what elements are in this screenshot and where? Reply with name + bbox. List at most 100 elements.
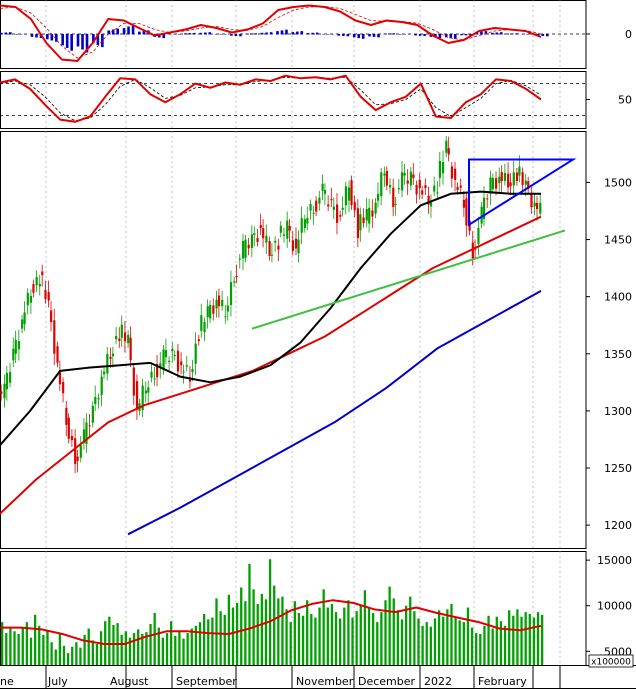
candle-body — [323, 190, 327, 194]
macd-histogram-bar — [460, 34, 463, 36]
volume-bar — [285, 609, 288, 665]
macd-histogram-bar — [92, 34, 95, 43]
volume-bar — [91, 640, 94, 665]
candle-body — [79, 445, 82, 458]
volume-bar — [536, 612, 540, 665]
candle-body — [312, 212, 315, 214]
panel-frame-price — [0, 131, 587, 549]
candle-body — [182, 371, 185, 373]
volume-bar — [268, 559, 272, 665]
volume-bar — [429, 626, 433, 665]
candle-body — [524, 180, 527, 185]
candle-body — [442, 162, 445, 174]
candle-body — [5, 372, 9, 390]
stochastic-panel — [0, 74, 586, 123]
volume-bar — [462, 622, 465, 665]
candle-body — [194, 343, 197, 364]
candle-body — [144, 390, 147, 394]
macd-histogram-bar — [526, 34, 529, 35]
candle-body — [330, 199, 333, 201]
macd-histogram-bar — [541, 34, 545, 36]
candle-body — [456, 186, 459, 191]
candle-body — [406, 180, 409, 184]
candle-body — [256, 238, 259, 242]
x-tick-label: July — [47, 675, 68, 688]
volume-bar — [281, 596, 284, 665]
macd-histogram-bar — [111, 29, 115, 35]
candle-body — [268, 241, 271, 256]
macd-histogram-bar — [46, 34, 49, 40]
macd-histogram-bar — [168, 34, 172, 35]
volume-bar — [499, 621, 503, 665]
candle-body — [21, 319, 24, 329]
macd-signal-line — [0, 6, 542, 59]
macd-histogram-bar — [418, 34, 422, 36]
volume-bar — [79, 647, 82, 665]
macd-histogram-bar — [480, 31, 483, 35]
volume-bar — [170, 621, 173, 665]
candle-body — [9, 372, 12, 383]
candle-body — [203, 322, 206, 333]
macd-histogram-bar — [392, 33, 396, 35]
candle-body — [35, 277, 38, 286]
volume-bar — [178, 630, 181, 665]
macd-histogram-bar — [315, 32, 319, 35]
candle-body — [156, 364, 159, 378]
macd-histogram-bar — [85, 34, 89, 53]
volume-bar — [454, 616, 457, 665]
volume-bar — [207, 619, 210, 665]
volume-bar — [227, 594, 231, 665]
volume-bar — [330, 603, 334, 665]
candle-body — [294, 238, 298, 249]
candle-body — [374, 202, 377, 214]
macd-histogram-bar — [403, 34, 407, 35]
volume-panel — [0, 559, 544, 665]
macd-histogram-bar — [291, 32, 295, 35]
macd-histogram-bar — [537, 34, 540, 36]
candle-body — [173, 355, 176, 357]
y-tick-label: 1250 — [604, 462, 632, 475]
volume-bar — [25, 622, 29, 665]
candle-body — [217, 295, 221, 307]
macd-histogram-bar — [453, 34, 457, 39]
candle-body — [132, 367, 135, 396]
macd-histogram-bar — [337, 34, 341, 36]
volume-bar — [260, 593, 263, 665]
x-tick-label: 2022 — [424, 675, 452, 688]
volume-bar — [483, 625, 486, 665]
macd-histogram-bar — [280, 30, 284, 35]
volume-bar — [174, 635, 177, 665]
candle-body — [123, 332, 127, 342]
macd-histogram-bar — [81, 34, 84, 50]
candle-body — [44, 289, 47, 300]
macd-histogram-bar — [469, 34, 472, 36]
volume-bar — [62, 645, 66, 665]
macd-histogram-bar — [138, 31, 141, 35]
volume-bar — [512, 615, 515, 665]
volume-bar — [75, 642, 78, 665]
volume-bar — [470, 627, 474, 665]
candle-body — [415, 185, 418, 195]
macd-histogram-bar — [510, 33, 514, 35]
candle-body — [85, 422, 88, 445]
y-tick-label: 1450 — [604, 234, 632, 247]
candle-body — [26, 292, 29, 306]
macd-histogram-bar — [414, 34, 417, 36]
candle-body — [486, 198, 489, 200]
volume-bar — [248, 563, 251, 665]
macd-histogram-bar — [388, 33, 391, 35]
volume-bar — [314, 617, 317, 665]
candle-body — [159, 363, 162, 368]
candle-body — [356, 208, 360, 239]
macd-histogram-bar — [177, 34, 181, 35]
candle-body — [58, 372, 62, 385]
volume-bar — [524, 612, 527, 665]
candle-body — [176, 350, 180, 372]
candle-body — [250, 234, 254, 248]
candle-body — [438, 160, 442, 178]
volume-bar — [235, 602, 239, 665]
candle-body — [32, 284, 35, 293]
macd-histogram-bar — [35, 34, 38, 38]
candle-body — [365, 209, 368, 221]
candle-body — [512, 172, 515, 186]
